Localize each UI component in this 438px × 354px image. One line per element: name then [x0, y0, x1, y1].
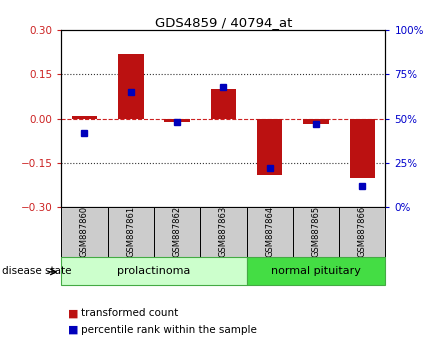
Text: percentile rank within the sample: percentile rank within the sample	[81, 325, 257, 335]
Bar	[293, 207, 339, 257]
Bar	[350, 119, 375, 178]
Bar	[61, 257, 247, 285]
Text: GSM887860: GSM887860	[80, 206, 89, 257]
Bar	[303, 119, 328, 125]
Text: GSM887864: GSM887864	[265, 206, 274, 257]
Text: prolactinoma: prolactinoma	[117, 266, 191, 276]
Text: disease state: disease state	[2, 266, 72, 276]
Text: ■: ■	[68, 308, 78, 318]
Bar	[247, 257, 385, 285]
Bar	[154, 207, 200, 257]
Text: ■: ■	[68, 325, 78, 335]
Bar	[200, 207, 247, 257]
Title: GDS4859 / 40794_at: GDS4859 / 40794_at	[155, 16, 292, 29]
Bar	[164, 119, 190, 121]
Text: GSM887865: GSM887865	[311, 206, 321, 257]
Text: GSM887862: GSM887862	[173, 206, 182, 257]
Bar	[72, 116, 97, 119]
Bar	[108, 207, 154, 257]
Bar	[61, 207, 108, 257]
Text: GSM887863: GSM887863	[219, 206, 228, 257]
Bar	[247, 207, 293, 257]
Bar	[339, 207, 385, 257]
Text: normal pituitary: normal pituitary	[271, 266, 361, 276]
Text: transformed count: transformed count	[81, 308, 178, 318]
Text: GSM887861: GSM887861	[126, 206, 135, 257]
Text: GSM887866: GSM887866	[358, 206, 367, 257]
Bar	[257, 119, 283, 175]
Bar	[118, 54, 144, 119]
Bar	[211, 89, 236, 119]
